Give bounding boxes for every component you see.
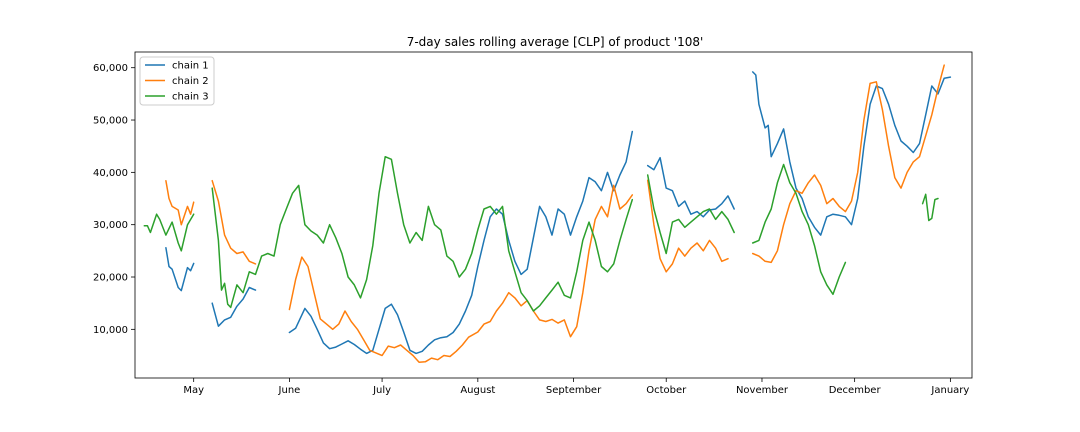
x-tick-label: August [460,385,495,396]
x-tick-label: January [930,385,969,396]
x-tick-label: September [546,385,602,396]
x-tick-label: May [183,385,204,396]
series-line-chain-1-segment-2 [211,286,257,327]
plot-frame [134,51,973,379]
x-tick-label: December [829,385,882,396]
y-tick-label: 60,000 [93,63,128,74]
y-tick-label: 50,000 [93,116,128,127]
legend-label-chain-1: chain 1 [172,61,209,72]
series-line-chain-1-segment-5 [751,71,952,236]
series-line-chain-2-segment-1 [165,179,195,226]
series-line-chain-3-segment-5 [921,193,939,222]
series-line-chain-2-segment-3 [288,184,634,364]
series-line-chain-2-segment-4 [646,179,729,273]
legend-label-chain-2: chain 2 [172,76,209,87]
x-tick-label: November [736,385,789,396]
plot-area [135,52,972,378]
legend-box [139,56,215,106]
legend-label-chain-3: chain 3 [172,92,209,103]
x-tick-label: October [646,385,687,396]
series-line-chain-1-segment-4 [646,156,735,218]
series-line-chain-3-segment-3 [646,174,735,255]
legend: chain 1 chain 2 chain 3 [139,56,215,106]
series-line-chain-3-segment-4 [751,163,847,296]
y-tick-label: 30,000 [93,220,128,231]
x-tick-label: June [278,385,301,396]
series-line-chain-2-segment-5 [751,64,945,264]
axes-layer: May June July August September October Novembe… [93,63,969,396]
series-line-chain-3-segment-1 [143,213,195,252]
series-line-chain-2-segment-2 [211,179,257,265]
x-tick-label: July [372,385,391,396]
series-line-chain-3-segment-2 [211,155,634,312]
series-line-chain-1-segment-3 [288,130,634,355]
series-line-chain-1-segment-1 [165,246,195,292]
y-tick-label: 20,000 [93,273,128,284]
chart-title: 7-day sales rolling average [CLP] of pro… [407,35,704,49]
y-tick-label: 10,000 [93,325,128,336]
series-layer [143,64,952,364]
y-tick-label: 40,000 [93,168,128,179]
